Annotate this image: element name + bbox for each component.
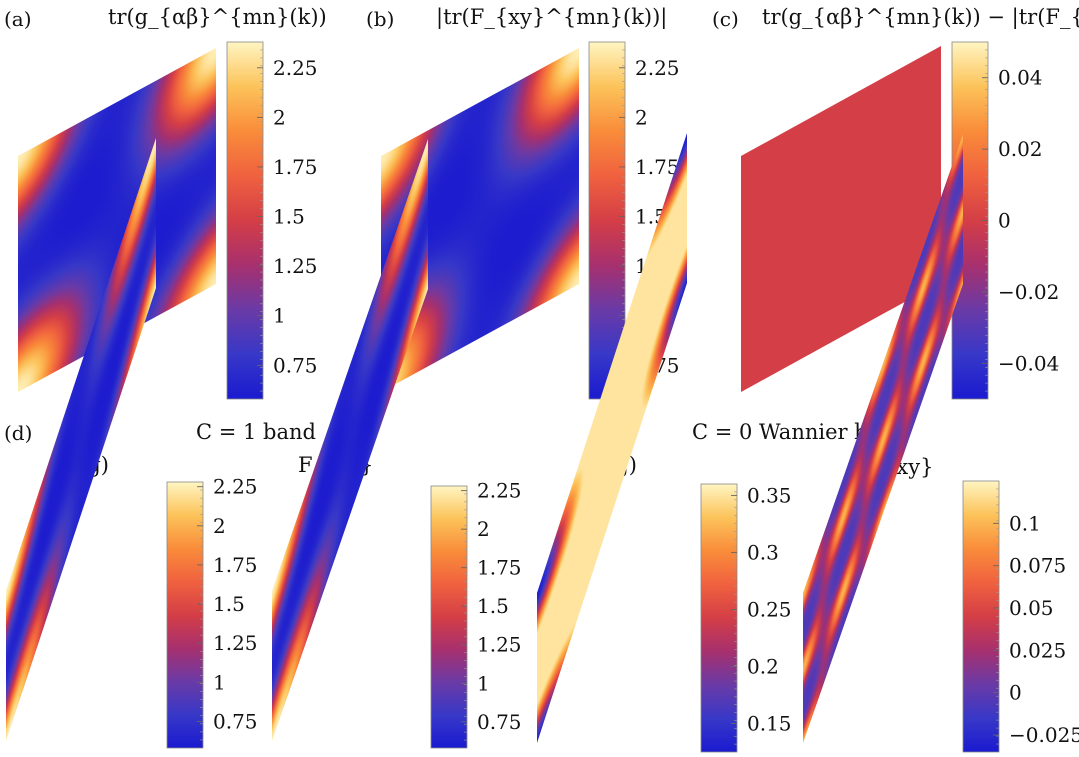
panel-label-a: (a) bbox=[4, 7, 32, 31]
colorbar-d3 bbox=[700, 483, 738, 753]
colorbar-tick-label: 1.5 bbox=[273, 205, 305, 229]
colorbar-d2 bbox=[430, 485, 468, 749]
colorbar-tick-label: 0.1 bbox=[1009, 511, 1041, 535]
panel-a: 2.25 2 1.75 1.5 1.25 1 0.75 bbox=[18, 41, 318, 400]
colorbar-tick-label: 2 bbox=[273, 105, 286, 129]
panel-title-a: tr(g_{αβ}^{mn}(k)) bbox=[108, 5, 327, 29]
colorbar-tick-label: 1 bbox=[477, 671, 490, 695]
panel-label-c: (c) bbox=[712, 7, 739, 31]
colorbar-tick-label: 1.5 bbox=[213, 592, 245, 616]
colorbar-tick-label: 0.025 bbox=[1009, 638, 1066, 662]
colorbar-tick-label: 1.25 bbox=[273, 254, 318, 278]
colorbar-tick-label: −0.04 bbox=[998, 351, 1059, 375]
colorbar-tick-label: 0.75 bbox=[273, 353, 318, 377]
colorbar-b bbox=[588, 41, 626, 400]
panel-title-c: tr(g_{αβ}^{mn}(k)) − |tr(F_{xy}^{mn}(k))… bbox=[762, 5, 1079, 30]
colorbar-tick-label: 1 bbox=[273, 304, 286, 328]
colorbar-tick-label: 2 bbox=[213, 514, 226, 538]
colorbar-tick-label: 0.02 bbox=[998, 137, 1043, 161]
colorbar-tick-label: 0.75 bbox=[213, 709, 258, 733]
colorbar-tick-label: 1.75 bbox=[477, 556, 522, 580]
colorbar-tick-label: 2 bbox=[477, 517, 490, 541]
colorbar-tick-label: 0.075 bbox=[1009, 554, 1066, 578]
colorbar-tick-label: 2.25 bbox=[273, 56, 318, 80]
colorbar-tick-label: 2.25 bbox=[635, 56, 680, 80]
section-title-chern-1: C = 1 band bbox=[196, 420, 316, 444]
colorbar-tick-label: 0.25 bbox=[747, 597, 792, 621]
colorbar-tick-label: 2.25 bbox=[213, 475, 258, 499]
colorbar-tick-label: 0.35 bbox=[747, 483, 792, 507]
colorbar-d1 bbox=[166, 481, 204, 749]
colorbar-tick-label: 0.04 bbox=[998, 66, 1043, 90]
colorbar-tick-label: 0.3 bbox=[747, 540, 779, 564]
colorbar-tick-label: 1.75 bbox=[635, 155, 680, 179]
panel-title-b: |tr(F_{xy}^{mn}(k))| bbox=[436, 5, 667, 30]
colorbar-d4 bbox=[962, 480, 1000, 753]
colorbar-tick-label: 0 bbox=[1009, 681, 1022, 705]
colorbar-tick-label: −0.02 bbox=[998, 280, 1059, 304]
panel-label-d: (d) bbox=[4, 421, 32, 445]
colorbar-tick-label: 1.25 bbox=[213, 631, 258, 655]
colorbar-tick-label: 0.05 bbox=[1009, 596, 1054, 620]
colorbar-tick-label: 2 bbox=[635, 105, 648, 129]
colorbar-tick-label: 0.15 bbox=[747, 711, 792, 735]
colorbar-tick-label: 1.25 bbox=[477, 633, 522, 657]
colorbar-tick-label: 0 bbox=[998, 209, 1011, 233]
colorbar-tick-label: 1 bbox=[213, 670, 226, 694]
colorbar-a bbox=[226, 41, 264, 400]
colorbar-tick-label: 0.2 bbox=[747, 654, 779, 678]
colorbar-tick-label: 0.75 bbox=[477, 710, 522, 734]
colorbar-tick-label: 2.25 bbox=[477, 479, 522, 503]
colorbar-tick-label: 1.75 bbox=[273, 155, 318, 179]
panel-label-b: (b) bbox=[366, 7, 394, 31]
colorbar-tick-label: 1.75 bbox=[213, 553, 258, 577]
colorbar-tick-label: −0.025 bbox=[1009, 723, 1079, 747]
colorbar-tick-label: 1.5 bbox=[477, 594, 509, 618]
